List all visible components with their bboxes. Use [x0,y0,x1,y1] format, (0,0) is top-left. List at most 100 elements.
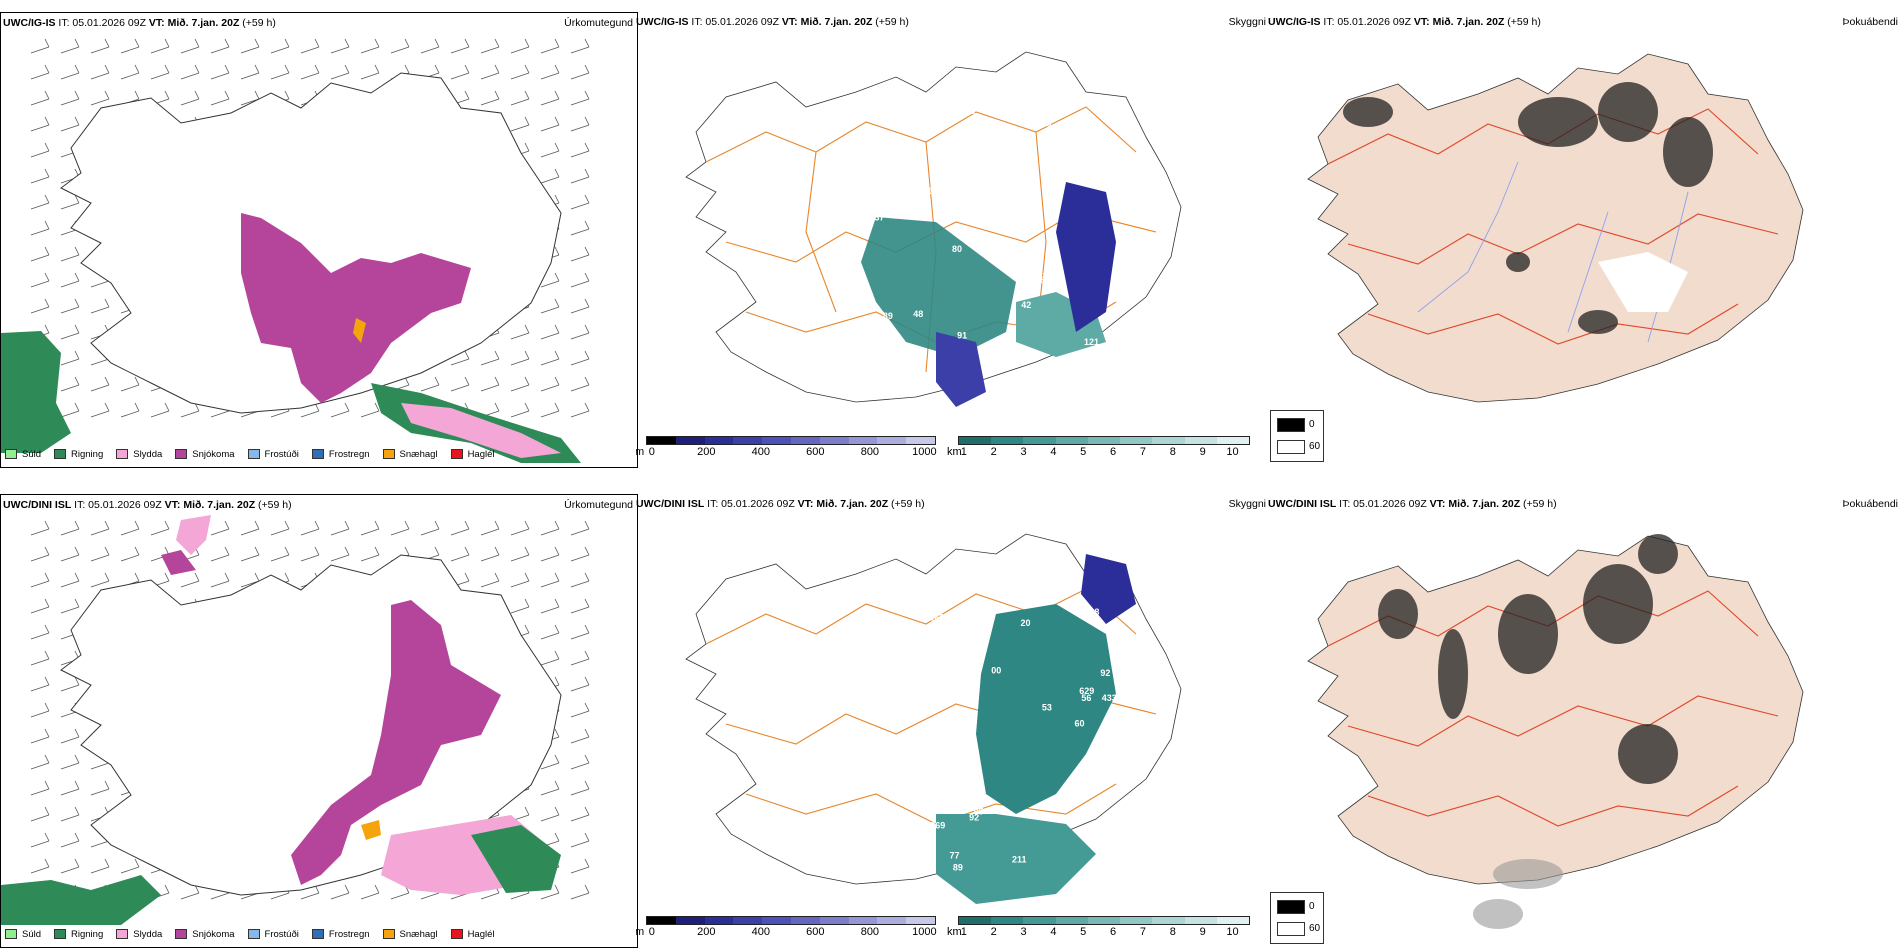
fog-shading [1378,534,1678,784]
wind-barb [210,572,230,588]
scale-tick: 600 [806,446,825,458]
legend-swatch [450,449,463,459]
wind-barb [90,520,110,536]
low-visibility-area-2 [936,814,1096,904]
legend-swatch [54,449,67,459]
legend-swatch-light [1277,922,1305,936]
scale-tick: 9 [1199,926,1206,938]
wind-barb [360,546,380,562]
value-label: 539 [1092,136,1107,146]
wind-barb [540,572,560,588]
wind-barb [510,64,530,80]
wind-barb [330,520,350,536]
wind-barb [570,272,590,288]
precip-snow-area [291,600,501,885]
wind-barb [450,546,470,562]
wind-barb [570,884,590,900]
scale-tick: 2 [990,926,997,938]
value-label: 92 [969,813,979,823]
precip-snow-area [241,213,471,403]
legend-item: Snæhagl [382,449,438,460]
wind-barb [90,858,110,874]
wind-barb [90,90,110,106]
value-label: 573 [872,846,887,856]
wind-barb [270,64,290,80]
panel-title: UWC/IG-IS IT: 05.01.2026 09Z VT: Mið. 7.… [1268,16,1541,28]
legend-swatch-dark [1277,900,1305,914]
wind-barb [30,520,50,536]
scale-unit: km [947,446,962,458]
wind-barb [360,402,380,418]
precip-legend: Súld Rigning Slydda Snjókoma Frostúði Frostre… [5,925,508,943]
wind-barb [570,624,590,640]
wind-barb [540,650,560,666]
value-label: 78 [985,178,995,188]
wind-barb [570,194,590,210]
wind-barb [540,324,560,340]
value-label: 99 [905,670,915,680]
value-label: 60 [1075,719,1085,729]
legend-swatch [116,449,129,459]
legend-swatch [5,929,17,939]
wind-barb [30,246,50,262]
wind-barb [270,546,290,562]
scale-unit: m [636,926,645,938]
legend-swatch [247,929,260,939]
wind-barb [510,90,530,106]
wind-barb [570,38,590,54]
legend-label: Snjókoma [192,448,235,460]
wind-barb [510,376,530,392]
value-label: 84 [1040,275,1050,285]
wind-barb [60,598,80,614]
wind-barb [570,858,590,874]
wind-barb [360,884,380,900]
wind-barb [540,806,560,822]
scale-tick: 3 [1020,446,1027,458]
wind-barb [420,520,440,536]
cloud-map-bottom: 90 92 104 00 573 54 629 269 38 99 433 439 60 89 235 315… [685,533,1182,904]
wind-barb [570,806,590,822]
scale-tick: 6 [1110,446,1117,458]
wind-barb [30,780,50,796]
wind-barb [90,572,110,588]
scale-tick: 9 [1199,446,1206,458]
fog-map-top [1307,53,1804,403]
wind-barb [60,90,80,106]
scale-tick: 1 [960,926,967,938]
value-label: 14 [927,186,937,196]
wind-barb [30,806,50,822]
value-label: 62 [1000,200,1010,210]
wind-barb [60,780,80,796]
wind-barb [540,298,560,314]
wind-barb [60,116,80,132]
low-visibility-area [976,604,1116,814]
scale-tick: 200 [697,446,716,458]
precip-rain-area [1,331,71,453]
panel-parameter: Skyggni [1228,498,1266,510]
panel-title: UWC/IG-IS IT: 05.01.2026 09Z VT: Mið. 7.… [636,16,909,28]
wind-barb [60,832,80,848]
scale-unit: km [947,926,962,938]
value-label: 92 [1100,668,1110,678]
panel-parameter: Þokuábendi [1842,498,1898,510]
low-ceiling-area [1081,554,1136,624]
wind-barb [510,350,530,366]
legend-swatch [382,449,395,459]
wind-barb [60,298,80,314]
value-label: 888 [1087,370,1102,380]
wind-barb [540,38,560,54]
scale-bar [646,436,936,445]
wind-barb [510,402,530,418]
wind-barb [510,598,530,614]
legend-item: Súld [5,449,41,460]
wind-barb [570,116,590,132]
wind-barb [450,350,470,366]
legend-item: Slydda [116,929,162,940]
wind-barb [30,754,50,770]
wind-barb [480,90,500,106]
wind-barb [180,402,200,418]
legend-item: Frostregn [311,929,370,940]
panel-parameter: Þokuábendi [1842,16,1898,28]
wind-barb [570,246,590,262]
value-label: 9 [1018,163,1023,173]
